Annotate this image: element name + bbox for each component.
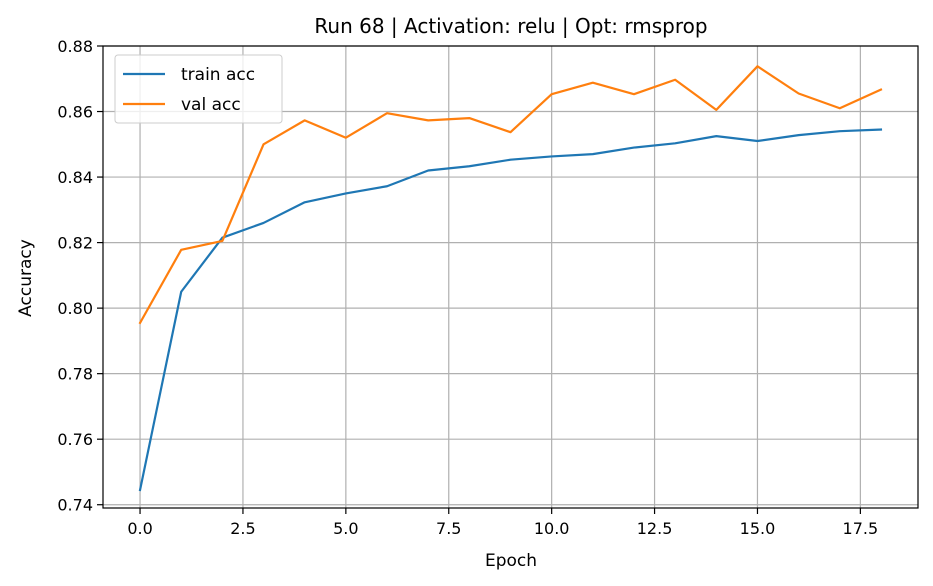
x-tick-label: 0.0 (127, 519, 152, 538)
y-tick-label: 0.74 (57, 496, 93, 515)
chart-title: Run 68 | Activation: relu | Opt: rmsprop (314, 14, 707, 38)
x-axis-label: Epoch (485, 551, 537, 571)
legend-box (114, 54, 283, 124)
series-line-train-acc (138, 128, 883, 492)
x-tick-label: 10.0 (534, 519, 570, 538)
series-lines (138, 65, 883, 492)
y-axis-label: Accuracy (16, 239, 36, 317)
x-tick-label: 5.0 (333, 519, 358, 538)
plot-frame (102, 45, 919, 509)
x-tick-label: 7.5 (436, 519, 461, 538)
y-tick-label: 0.86 (57, 103, 93, 122)
legend-label-val: val acc (181, 95, 241, 115)
y-tick-label: 0.88 (57, 37, 93, 56)
x-tick-label: 17.5 (843, 519, 879, 538)
y-tick-label: 0.80 (57, 299, 93, 318)
legend: train acc val acc (114, 54, 283, 124)
axis-ticks: 0.0 2.5 5.0 7.5 10.0 12.5 15.0 17.5 0.74 0.76 0.78… (57, 37, 878, 538)
x-tick-label: 12.5 (637, 519, 673, 538)
y-tick-label: 0.78 (57, 365, 93, 384)
y-tick-label: 0.76 (57, 430, 93, 449)
x-tick-label: 15.0 (740, 519, 776, 538)
gridlines (103, 45, 918, 508)
x-tick-label: 2.5 (230, 519, 255, 538)
legend-label-train: train acc (181, 65, 255, 85)
y-tick-label: 0.82 (57, 234, 93, 253)
y-tick-label: 0.84 (57, 168, 93, 187)
series-line-val-acc (138, 65, 883, 325)
